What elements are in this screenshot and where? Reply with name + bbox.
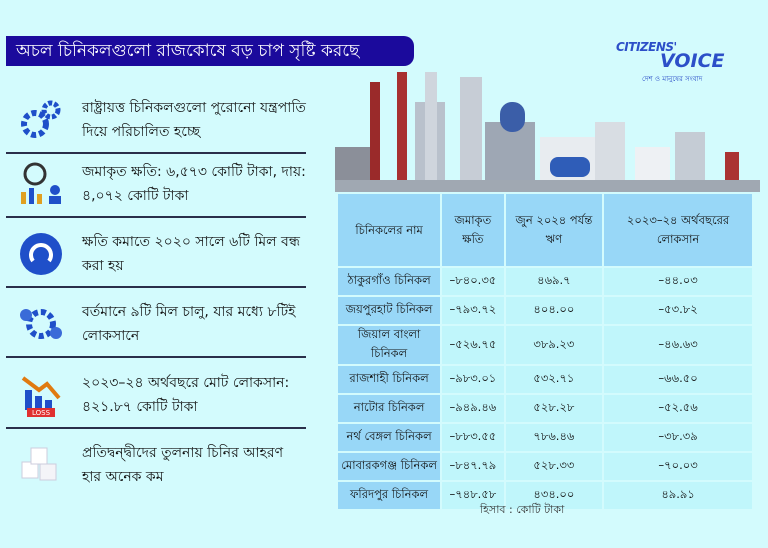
column-header: ২০২৩–২৪ অর্থবছরের লোকসান [604,194,752,266]
value-cell: –৯৮৩.০১ [442,366,504,393]
value-cell: ৫২৮.২৮ [505,395,603,422]
loss-chart-icon [6,156,76,212]
value-cell: –৮৮৩.৫৫ [442,424,504,451]
value-cell: ৪৬৯.৭ [505,268,603,295]
mill-name-cell: ফরিদপুর চিনিকল [338,482,441,509]
info-point: LOSS ২০২৩–২৪ অর্থবছরে মোট লোকসান: ৪২১.৮৭ … [6,363,306,427]
value-cell: ৪০৪.০০ [505,297,603,324]
value-cell: –৩৮.৩৯ [604,424,752,451]
value-cell: ৭৮৬.৪৬ [505,424,603,451]
column-header: চিনিকলের নাম [338,194,441,266]
value-cell: –৮৪৭.৭৯ [442,453,504,480]
table-row: জিয়াল বাংলা চিনিকল –৫২৬.৭৫ ৩৮৯.২৩ –৪৬.৬৩ [338,326,752,364]
value-cell: ৪৯.৯১ [604,482,752,509]
power-off-icon [6,226,76,282]
svg-text:LOSS: LOSS [32,409,51,417]
column-header: জুন ২০২৪ পর্যন্ত ঋণ [505,194,603,266]
value-cell: –৭৪৮.৫৮ [442,482,504,509]
value-cell: –৫৩.৮২ [604,297,752,324]
value-cell: –৪৪.০৩ [604,268,752,295]
mill-name-cell: নর্থ বেঙ্গল চিনিকল [338,424,441,451]
loss-graph-icon: LOSS [6,367,76,423]
sugar-mill-table: চিনিকলের নাম জমাকৃত ক্ষতি জুন ২০২৪ পর্যন্ত… [336,192,754,511]
value-cell: ৫২৮.৩৩ [505,453,603,480]
page-title: অচল চিনিকলগুলো রাজকোষে বড় চাপ সৃষ্টি কর… [6,36,414,66]
unit-note: হিসাব : কোটি টাকা [480,503,565,516]
mill-name-cell: জয়পুরহাট চিনিকল [338,297,441,324]
mill-name-cell: জিয়াল বাংলা চিনিকল [338,326,441,364]
value-cell: –৮৪০.৩৫ [442,268,504,295]
info-point: বর্তমানে ৯টি মিল চালু, যার মধ্যে ৮টিই লো… [6,292,306,356]
citizens-voice-logo: CITIZENS' VOICE দেশ ও মানুষের সংবাদ [616,40,725,83]
point-text: জমাকৃত ক্ষতি: ৬,৫৭৩ কোটি টাকা, দায়: ৪,০… [82,164,306,204]
table-row: মোবারকগঞ্জ চিনিকল –৮৪৭.৭৯ ৫২৮.৩৩ –৭০.০৩ [338,453,752,480]
info-point: ক্ষতি কমাতে ২০২০ সালে ৬টি মিল বন্ধ করা হ… [6,222,306,286]
divider [6,152,306,154]
value-cell: –৭০.০৩ [604,453,752,480]
mill-name-cell: রাজশাহী চিনিকল [338,366,441,393]
divider [6,427,306,429]
value-cell: –৫২.৫৬ [604,395,752,422]
factory-illustration [335,72,760,192]
divider [6,216,306,218]
point-text: রাষ্ট্রায়ত্ত চিনিকলগুলো পুরোনো যন্ত্রপা… [82,100,306,140]
table-row: ফরিদপুর চিনিকল –৭৪৮.৫৮ ৪৩৪.০০ ৪৯.৯১ [338,482,752,509]
gear-cycle-icon [6,296,76,352]
info-point: রাষ্ট্রায়ত্ত চিনিকলগুলো পুরোনো যন্ত্রপা… [6,88,306,152]
mill-name-cell: ঠাকুরগাঁও চিনিকল [338,268,441,295]
info-point: জমাকৃত ক্ষতি: ৬,৫৭৩ কোটি টাকা, দায়: ৪,০… [6,152,306,216]
gears-icon [6,92,76,148]
table-row: ঠাকুরগাঁও চিনিকল –৮৪০.৩৫ ৪৬৯.৭ –৪৪.০৩ [338,268,752,295]
value-cell: ৫৩২.৭১ [505,366,603,393]
value-cell: ৪৩৪.০০ [505,482,603,509]
divider [6,286,306,288]
info-point: প্রতিদ্বন্দ্বীদের তুলনায় চিনির আহরণ হার… [6,433,306,497]
table-row: নাটোর চিনিকল –৯৪৯.৪৬ ৫২৮.২৮ –৫২.৫৬ [338,395,752,422]
value-cell: –৯৪৯.৪৬ [442,395,504,422]
value-cell: ৩৮৯.২৩ [505,326,603,364]
table-row: রাজশাহী চিনিকল –৯৮৩.০১ ৫৩২.৭১ –৬৬.৫০ [338,366,752,393]
mill-name-cell: নাটোর চিনিকল [338,395,441,422]
point-text: প্রতিদ্বন্দ্বীদের তুলনায় চিনির আহরণ হার… [82,445,284,485]
value-cell: –৫২৬.৭৫ [442,326,504,364]
table-row: জয়পুরহাট চিনিকল –৭৯৩.৭২ ৪০৪.০০ –৫৩.৮২ [338,297,752,324]
point-text: বর্তমানে ৯টি মিল চালু, যার মধ্যে ৮টিই লো… [82,304,296,344]
point-text: ২০২৩–২৪ অর্থবছরে মোট লোকসান: ৪২১.৮৭ কোটি… [82,375,290,415]
table-row: নর্থ বেঙ্গল চিনিকল –৮৮৩.৫৫ ৭৮৬.৪৬ –৩৮.৩৯ [338,424,752,451]
mill-name-cell: মোবারকগঞ্জ চিনিকল [338,453,441,480]
column-header: জমাকৃত ক্ষতি [442,194,504,266]
value-cell: –৪৬.৬৩ [604,326,752,364]
value-cell: –৭৯৩.৭২ [442,297,504,324]
value-cell: –৬৬.৫০ [604,366,752,393]
divider [6,356,306,358]
sugar-cubes-icon [6,437,76,493]
point-text: ক্ষতি কমাতে ২০২০ সালে ৬টি মিল বন্ধ করা হ… [82,234,300,274]
